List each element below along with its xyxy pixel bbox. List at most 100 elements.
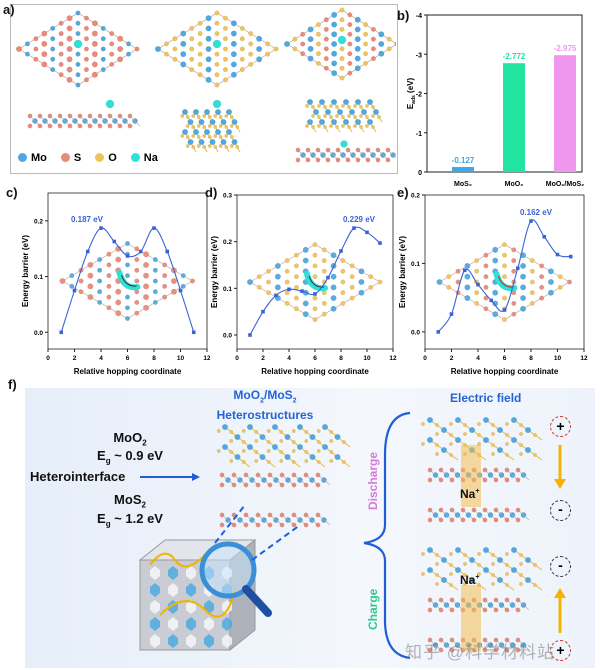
atom bbox=[222, 46, 228, 52]
mos2-label: MoS2 bbox=[90, 492, 170, 510]
na-sup: + bbox=[475, 488, 480, 495]
atom bbox=[435, 562, 439, 566]
atom bbox=[365, 124, 369, 128]
panel-c-label: c) bbox=[6, 185, 18, 200]
atom bbox=[449, 552, 453, 556]
atom bbox=[427, 546, 434, 553]
positive-electrode-bottom: + bbox=[550, 640, 571, 661]
atom bbox=[143, 251, 150, 258]
atom bbox=[218, 135, 223, 139]
arrow-head bbox=[192, 473, 200, 481]
atom bbox=[316, 449, 321, 453]
atom bbox=[185, 135, 190, 139]
atom bbox=[449, 647, 455, 653]
atom bbox=[152, 289, 158, 295]
atom bbox=[493, 477, 499, 483]
atom bbox=[491, 573, 495, 577]
atom bbox=[520, 262, 527, 269]
atom bbox=[455, 566, 462, 573]
atom bbox=[203, 108, 210, 115]
atom bbox=[505, 552, 509, 556]
mos2-bandgap: Eg ~ 1.2 eV bbox=[80, 511, 180, 529]
atom bbox=[438, 647, 444, 653]
x-tick-label: 12 bbox=[389, 355, 397, 362]
atom bbox=[363, 60, 369, 66]
data-point bbox=[339, 249, 343, 253]
x-tick-label: 12 bbox=[203, 355, 210, 362]
atom bbox=[492, 289, 499, 296]
atom bbox=[529, 268, 535, 274]
y-tick-label: 0.2 bbox=[34, 218, 43, 225]
atom bbox=[163, 51, 169, 57]
bond bbox=[495, 639, 502, 646]
atom bbox=[449, 563, 453, 567]
atom bbox=[483, 284, 489, 290]
bond bbox=[323, 479, 331, 486]
atom bbox=[533, 583, 537, 587]
hexagon-particle bbox=[150, 600, 160, 614]
atom bbox=[241, 429, 246, 433]
atom bbox=[205, 35, 212, 42]
atom bbox=[446, 274, 452, 280]
atom bbox=[347, 41, 353, 47]
atom bbox=[361, 108, 368, 115]
atom bbox=[97, 267, 103, 273]
atom bbox=[75, 20, 81, 26]
atom bbox=[483, 274, 489, 280]
bond bbox=[317, 149, 324, 156]
na-diffusion-path bbox=[304, 271, 328, 292]
panel-f-schematic bbox=[138, 411, 566, 660]
atom bbox=[66, 15, 73, 22]
atom bbox=[214, 31, 220, 37]
atom bbox=[493, 607, 499, 613]
legend-label: Na bbox=[143, 152, 158, 164]
atom bbox=[58, 31, 64, 37]
atom bbox=[464, 295, 471, 302]
atom bbox=[337, 35, 347, 45]
atom bbox=[293, 263, 299, 269]
atom bbox=[427, 437, 434, 444]
atom bbox=[519, 582, 523, 586]
atom bbox=[91, 30, 98, 37]
atom bbox=[274, 273, 281, 280]
atom bbox=[331, 41, 338, 48]
atom bbox=[222, 77, 228, 83]
atom bbox=[435, 423, 439, 427]
atom bbox=[375, 157, 381, 163]
atom bbox=[365, 115, 369, 119]
hexagon-particle bbox=[222, 600, 232, 614]
atom bbox=[91, 61, 98, 68]
x-tick-label: 4 bbox=[99, 355, 103, 362]
hexagon-particle bbox=[168, 566, 178, 580]
atom bbox=[529, 279, 535, 285]
atom bbox=[292, 46, 298, 52]
atom bbox=[349, 274, 355, 280]
atom bbox=[520, 273, 527, 280]
atom bbox=[427, 566, 434, 573]
atom bbox=[143, 261, 150, 268]
atom bbox=[358, 289, 365, 296]
atom bbox=[134, 46, 140, 52]
atom bbox=[304, 450, 309, 454]
x-axis-label: Relative hopping coordinate bbox=[74, 367, 182, 376]
title-part: MoO bbox=[233, 388, 261, 402]
atom bbox=[329, 104, 333, 108]
data-point bbox=[59, 330, 64, 335]
atom bbox=[77, 123, 83, 129]
bond bbox=[506, 639, 513, 646]
atom bbox=[386, 46, 392, 52]
atom bbox=[539, 284, 545, 290]
bar-value-label: -2.975 bbox=[554, 44, 577, 53]
hexagon-particle bbox=[222, 634, 232, 648]
data-point bbox=[462, 268, 467, 273]
atom bbox=[163, 41, 169, 47]
atom bbox=[515, 517, 521, 523]
unit-cell bbox=[286, 9, 396, 79]
atom bbox=[529, 258, 535, 264]
atom bbox=[75, 72, 81, 78]
atom bbox=[152, 267, 158, 273]
atom bbox=[230, 61, 237, 68]
atom bbox=[117, 35, 124, 42]
atom bbox=[307, 98, 314, 105]
